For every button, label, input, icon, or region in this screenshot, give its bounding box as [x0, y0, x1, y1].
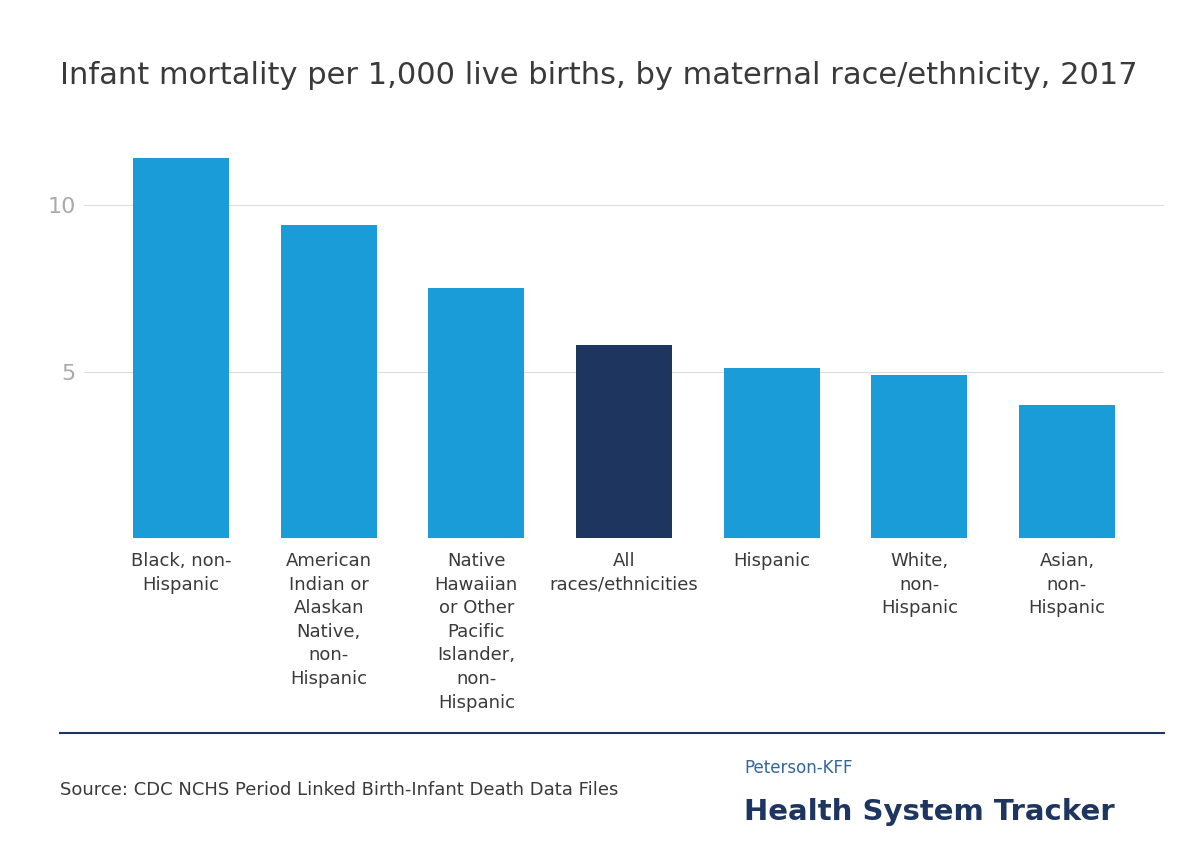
Text: Source: CDC NCHS Period Linked Birth-Infant Death Data Files: Source: CDC NCHS Period Linked Birth-Inf… — [60, 781, 618, 799]
Text: Infant mortality per 1,000 live births, by maternal race/ethnicity, 2017: Infant mortality per 1,000 live births, … — [60, 61, 1138, 89]
Text: Health System Tracker: Health System Tracker — [744, 798, 1115, 825]
Bar — [281, 225, 377, 538]
Bar — [428, 288, 524, 538]
Bar — [576, 345, 672, 538]
Bar — [871, 375, 967, 538]
Text: Peterson-KFF: Peterson-KFF — [744, 760, 852, 777]
Bar — [1019, 404, 1115, 538]
Bar — [724, 368, 820, 538]
Bar — [133, 158, 229, 538]
